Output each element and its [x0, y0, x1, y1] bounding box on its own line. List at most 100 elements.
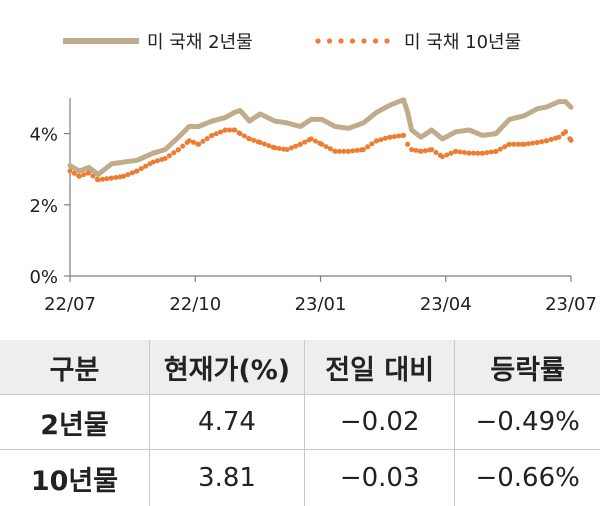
point-10y	[365, 144, 370, 149]
point-10y	[361, 147, 366, 152]
yield-summary-table-wrapper: 구분 현재가(%) 전일 대비 등락률 2년물 4.74 −0.02 −0.49…	[0, 340, 600, 506]
legend-swatch-dot-10y	[384, 38, 389, 43]
point-10y	[289, 145, 294, 150]
point-10y	[113, 175, 118, 180]
legend-label-2y: 미 국채 2년물	[147, 32, 253, 53]
point-10y	[155, 158, 160, 163]
point-10y	[167, 153, 172, 158]
point-10y	[266, 143, 271, 148]
point-10y	[227, 128, 232, 133]
point-10y	[200, 139, 205, 144]
series-line-2y	[70, 100, 571, 175]
point-10y	[176, 147, 181, 152]
point-10y	[563, 129, 568, 134]
cell-10y-change: −0.03	[305, 450, 455, 506]
point-10y	[522, 142, 527, 147]
point-10y	[539, 139, 544, 144]
point-10y	[205, 136, 210, 141]
x-tick-label: 22/10	[169, 294, 221, 315]
point-10y	[549, 137, 554, 142]
row-label-10y: 10년물	[0, 450, 149, 506]
point-10y	[458, 150, 463, 155]
point-10y	[77, 174, 82, 179]
legend-swatch-dot-10y	[373, 38, 378, 43]
point-10y	[333, 149, 338, 154]
row-label-2y: 2년물	[0, 395, 149, 450]
yield-summary-table: 구분 현재가(%) 전일 대비 등락률 2년물 4.74 −0.02 −0.49…	[0, 340, 600, 506]
point-10y	[392, 134, 397, 139]
x-tick-label: 22/07	[44, 294, 96, 315]
point-10y	[277, 146, 282, 151]
point-10y	[530, 141, 535, 146]
point-10y	[104, 176, 109, 181]
legend-swatch-dot-10y	[361, 38, 366, 43]
point-10y	[434, 150, 439, 155]
point-10y	[143, 164, 148, 169]
point-10y	[544, 138, 549, 143]
point-10y	[139, 166, 144, 171]
legend-swatch-dot-10y	[350, 38, 355, 43]
legend-swatch-dot-10y	[338, 38, 343, 43]
point-10y	[480, 151, 485, 156]
point-10y	[100, 177, 105, 182]
point-10y	[369, 141, 374, 146]
point-10y	[449, 151, 454, 156]
cell-2y-current: 4.74	[149, 395, 304, 450]
point-10y	[462, 150, 467, 155]
point-10y	[444, 153, 449, 158]
cell-2y-rate: −0.49%	[455, 395, 600, 450]
header-change-rate: 등락률	[455, 340, 600, 395]
point-10y	[471, 151, 476, 156]
point-10y	[125, 172, 130, 177]
point-10y	[484, 150, 489, 155]
x-tick-label: 23/07	[545, 294, 597, 315]
point-10y	[388, 135, 393, 140]
x-tick-label: 23/04	[420, 294, 472, 315]
point-10y	[285, 147, 290, 152]
legend-label-10y: 미 국채 10년물	[404, 32, 521, 53]
table-row: 10년물 3.81 −0.03 −0.66%	[0, 450, 600, 506]
y-tick-label: 0%	[29, 267, 58, 288]
point-10y	[96, 177, 101, 182]
table-row: 2년물 4.74 −0.02 −0.49%	[0, 395, 600, 450]
header-category: 구분	[0, 340, 149, 395]
y-tick-label: 2%	[29, 196, 58, 217]
point-10y	[180, 144, 185, 149]
point-10y	[242, 134, 247, 139]
point-10y	[475, 151, 480, 156]
point-10y	[405, 142, 410, 147]
point-10y	[440, 154, 445, 159]
point-10y	[135, 169, 140, 174]
point-10y	[413, 148, 418, 153]
point-10y	[313, 139, 318, 144]
point-10y	[374, 138, 379, 143]
point-10y	[232, 128, 237, 133]
point-10y	[401, 133, 406, 138]
point-10y	[328, 146, 333, 151]
point-10y	[419, 149, 424, 154]
point-10y	[489, 150, 494, 155]
point-10y	[346, 149, 351, 154]
point-10y	[262, 142, 267, 147]
point-10y	[337, 149, 342, 154]
point-10y	[324, 144, 329, 149]
point-10y	[109, 176, 114, 181]
point-10y	[467, 151, 472, 156]
header-day-change: 전일 대비	[305, 340, 455, 395]
point-10y	[494, 149, 499, 154]
legend-swatch-dot-10y	[315, 38, 320, 43]
legend-swatch-dot-10y	[327, 38, 332, 43]
point-10y	[191, 140, 196, 145]
cell-10y-rate: −0.66%	[455, 450, 600, 506]
point-10y	[121, 174, 126, 179]
header-current-price: 현재가(%)	[149, 340, 304, 395]
cell-10y-current: 3.81	[149, 450, 304, 506]
point-10y	[383, 136, 388, 141]
point-10y	[218, 130, 223, 135]
point-10y	[171, 150, 176, 155]
point-10y	[214, 131, 219, 136]
point-10y	[355, 148, 360, 153]
point-10y	[273, 145, 278, 150]
